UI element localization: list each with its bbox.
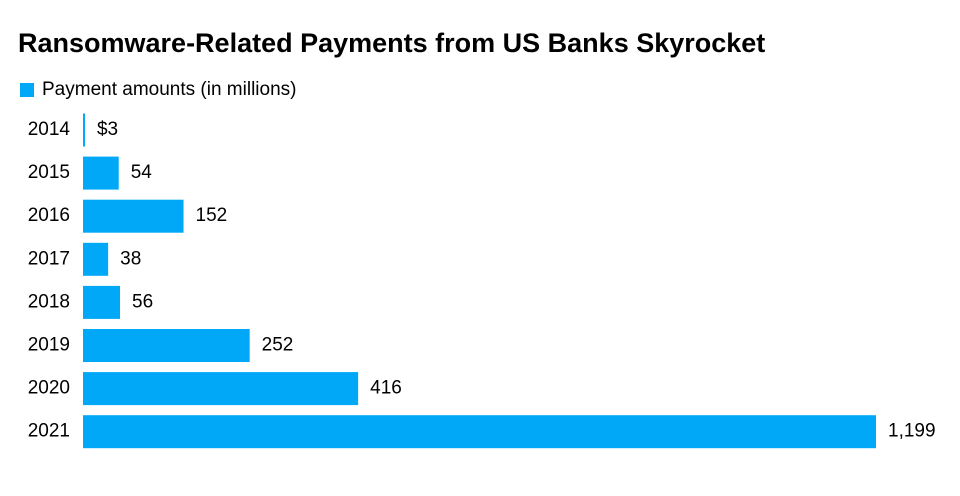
bar <box>83 242 109 276</box>
y-tick-label: 2021 <box>28 421 70 442</box>
y-tick-label: 2015 <box>28 162 70 183</box>
value-label: 56 <box>132 291 153 312</box>
y-tick-label: 2019 <box>28 335 70 356</box>
bar <box>83 329 250 362</box>
y-tick-label: 2017 <box>28 248 70 269</box>
value-label: 252 <box>262 335 294 356</box>
value-label: 38 <box>120 248 141 269</box>
chart-title: Ransomware-Related Payments from US Bank… <box>18 28 765 58</box>
bar <box>83 113 85 147</box>
y-tick-label: 2016 <box>28 205 70 226</box>
bar <box>83 156 119 190</box>
bar <box>83 285 121 319</box>
value-label: $3 <box>97 119 118 140</box>
y-tick-label: 2018 <box>28 291 70 312</box>
y-tick-label: 2020 <box>28 378 70 399</box>
y-tick-label: 2014 <box>28 119 71 140</box>
value-label: 1,199 <box>888 421 936 442</box>
value-label: 54 <box>131 162 153 183</box>
bar <box>83 415 876 449</box>
bar <box>83 199 184 233</box>
legend-swatch <box>20 83 34 97</box>
bar <box>83 372 359 406</box>
value-label: 416 <box>370 378 402 399</box>
value-label: 152 <box>196 205 228 226</box>
legend-label: Payment amounts (in millions) <box>42 79 296 100</box>
